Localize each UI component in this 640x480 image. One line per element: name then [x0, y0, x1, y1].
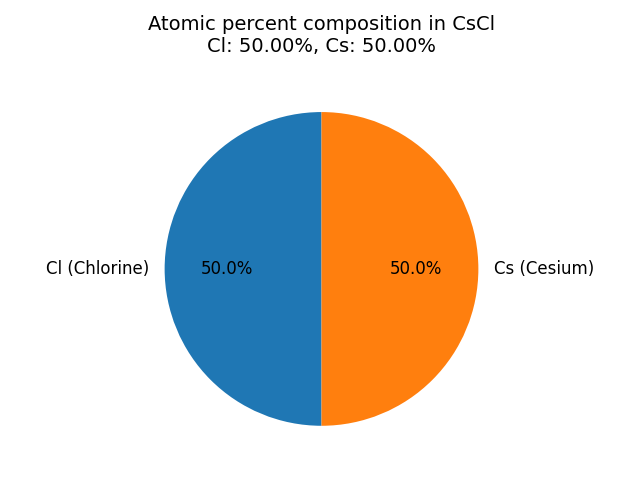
Text: 50.0%: 50.0% [389, 260, 442, 278]
Text: Cl (Chlorine): Cl (Chlorine) [45, 260, 149, 278]
Text: 50.0%: 50.0% [201, 260, 253, 278]
Title: Atomic percent composition in CsCl
Cl: 50.00%, Cs: 50.00%: Atomic percent composition in CsCl Cl: 5… [148, 15, 495, 56]
Wedge shape [164, 112, 321, 426]
Text: Cs (Cesium): Cs (Cesium) [494, 260, 595, 278]
Wedge shape [321, 112, 478, 426]
